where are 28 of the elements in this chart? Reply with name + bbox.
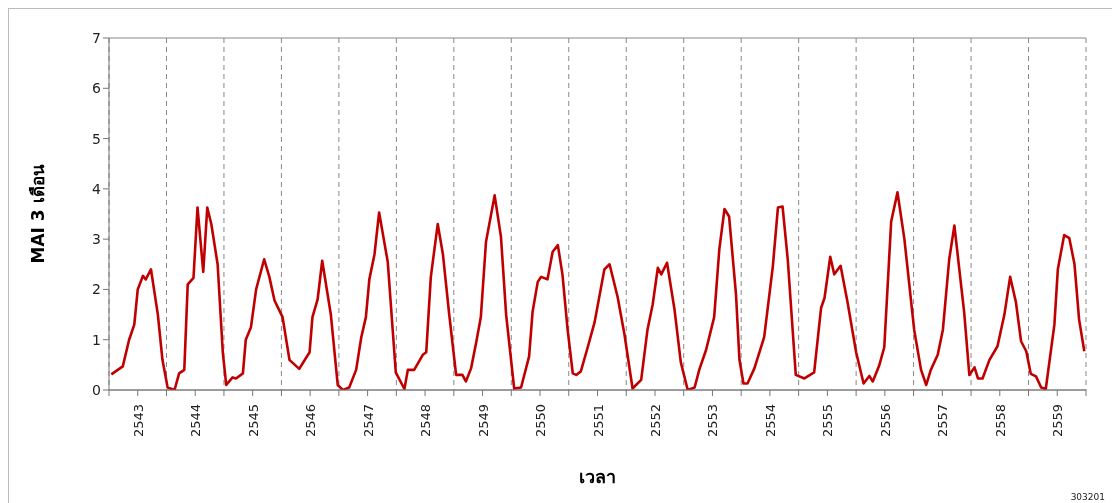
x-tick-label: 2556 [877, 404, 893, 438]
y-tick-label: 2 [92, 281, 101, 298]
y-axis-title: MAI 3 เดือน [26, 164, 49, 264]
x-tick-label: 2549 [475, 404, 491, 438]
y-tick-label: 3 [92, 231, 101, 248]
x-tick-label: 2545 [245, 404, 261, 438]
y-tick-label: 7 [92, 29, 101, 46]
x-tick-label: 2550 [533, 404, 549, 438]
x-tick-label: 2553 [705, 404, 721, 438]
x-tick-label: 2551 [590, 404, 606, 438]
x-axis-title: เวลา [578, 465, 617, 489]
y-tick-label: 5 [92, 130, 101, 147]
y-tick-label: 0 [92, 381, 101, 398]
x-tick-label: 2557 [935, 404, 951, 438]
text: 303201 [1070, 492, 1105, 502]
x-tick-label: 2543 [130, 404, 146, 438]
y-tick-label: 1 [92, 331, 101, 348]
x-tick-label: 2555 [820, 404, 836, 438]
x-tick-label: 2546 [303, 404, 319, 438]
x-tick-label: 2548 [418, 404, 434, 438]
x-tick-label: 2558 [992, 404, 1008, 438]
y-tick-label: 4 [92, 180, 102, 197]
x-tick-label: 2544 [188, 404, 204, 438]
x-tick-label: 2552 [647, 404, 663, 438]
y-tick-label: 6 [92, 80, 102, 97]
x-tick-label: 2559 [1050, 404, 1066, 438]
x-tick-label: 2554 [762, 404, 778, 438]
x-tick-label: 2547 [360, 404, 376, 438]
